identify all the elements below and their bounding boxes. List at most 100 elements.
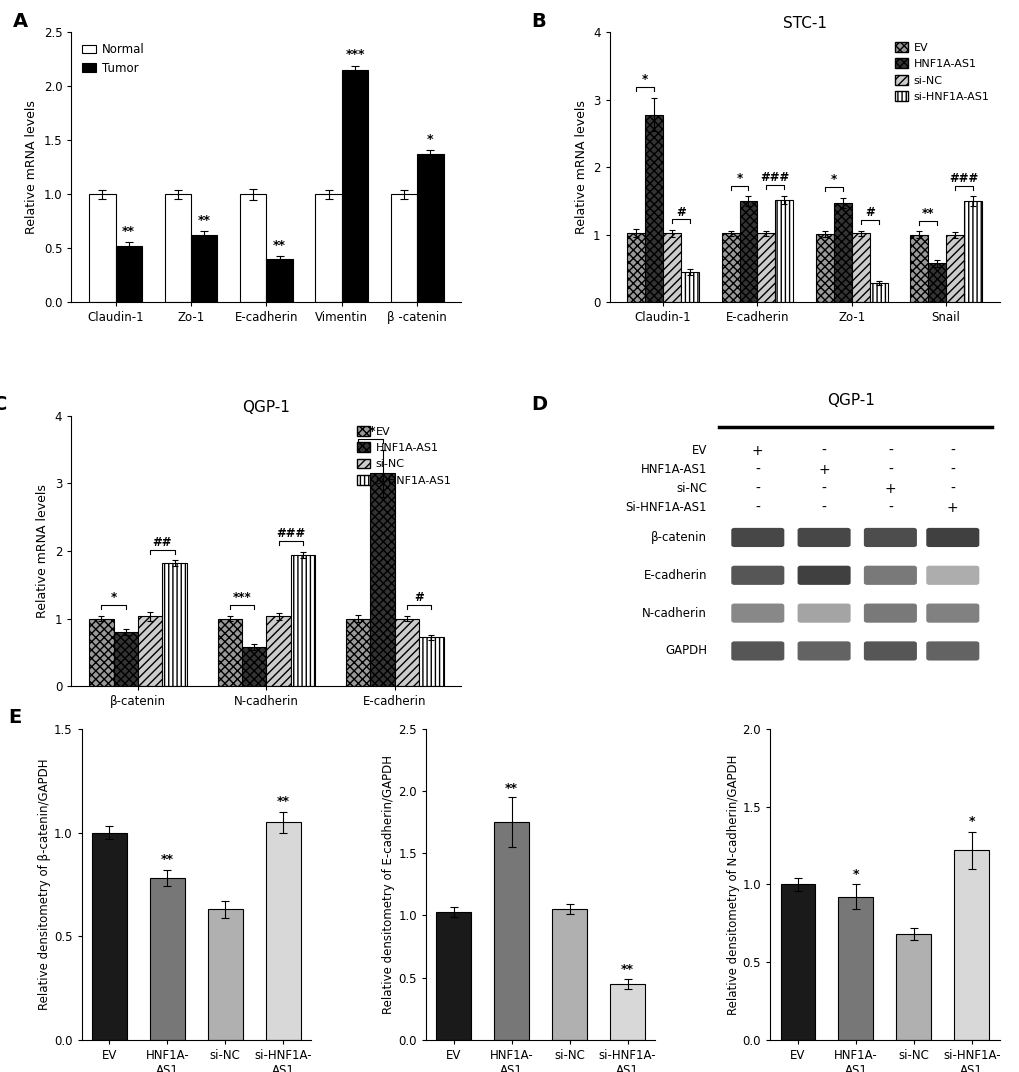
Bar <box>239 194 266 302</box>
FancyBboxPatch shape <box>731 604 784 623</box>
Bar <box>162 563 186 686</box>
Bar <box>89 619 113 686</box>
Text: -: - <box>821 501 825 515</box>
Text: **: ** <box>621 964 634 977</box>
Y-axis label: Relative densitometry of β-catenin/GAPDH: Relative densitometry of β-catenin/GAPDH <box>38 759 51 1010</box>
Bar <box>242 646 266 686</box>
Bar <box>774 199 793 302</box>
Bar <box>208 909 243 1040</box>
Bar <box>551 909 586 1040</box>
Text: *: * <box>852 868 858 881</box>
FancyBboxPatch shape <box>863 527 916 547</box>
Text: -: - <box>888 444 892 458</box>
Text: *: * <box>736 172 742 184</box>
Bar <box>92 833 126 1040</box>
Bar <box>851 234 869 302</box>
Text: -: - <box>888 501 892 515</box>
Bar <box>341 70 368 302</box>
Text: +: + <box>751 444 763 458</box>
Text: ###: ### <box>760 172 790 184</box>
Legend: EV, HNF1A-AS1, si-NC, si-HNF1A-AS1: EV, HNF1A-AS1, si-NC, si-HNF1A-AS1 <box>890 38 994 106</box>
Text: **: ** <box>364 426 376 438</box>
Y-axis label: Relative densitometry of E-cadherin/GAPDH: Relative densitometry of E-cadherin/GAPD… <box>382 755 395 1014</box>
FancyBboxPatch shape <box>797 604 850 623</box>
FancyBboxPatch shape <box>925 641 978 660</box>
Text: GAPDH: GAPDH <box>664 644 706 657</box>
FancyBboxPatch shape <box>863 641 916 660</box>
Text: -: - <box>755 501 759 515</box>
Text: **: ** <box>273 239 285 252</box>
Bar <box>780 884 814 1040</box>
Text: #: # <box>414 592 424 605</box>
Text: QGP-1: QGP-1 <box>826 392 874 407</box>
Bar <box>394 619 419 686</box>
Text: *: * <box>968 816 974 829</box>
Text: #: # <box>864 206 873 220</box>
Text: -: - <box>755 481 759 496</box>
Bar <box>217 619 242 686</box>
Bar <box>290 555 315 686</box>
FancyBboxPatch shape <box>731 566 784 585</box>
Text: *: * <box>829 174 837 187</box>
Text: -: - <box>755 463 759 477</box>
Text: -: - <box>950 481 955 496</box>
FancyBboxPatch shape <box>925 604 978 623</box>
Text: **: ** <box>122 224 136 238</box>
Text: A: A <box>13 12 28 31</box>
Bar <box>609 984 644 1040</box>
Text: +: + <box>817 463 829 477</box>
Text: C: C <box>0 396 8 415</box>
Bar <box>757 234 774 302</box>
Bar <box>494 822 529 1040</box>
Text: -: - <box>821 444 825 458</box>
Bar <box>345 619 370 686</box>
Text: #: # <box>676 206 685 219</box>
Bar <box>115 247 142 302</box>
Bar <box>833 203 851 302</box>
Text: HNF1A-AS1: HNF1A-AS1 <box>640 463 706 476</box>
Bar <box>662 234 681 302</box>
Bar <box>266 616 290 686</box>
Text: si-NC: si-NC <box>676 482 706 495</box>
Bar <box>927 264 945 302</box>
FancyBboxPatch shape <box>925 527 978 547</box>
Bar <box>315 194 341 302</box>
Bar <box>436 912 471 1040</box>
Legend: EV, HNF1A-AS1, si-NC, si-HNF1A-AS1: EV, HNF1A-AS1, si-NC, si-HNF1A-AS1 <box>352 421 455 490</box>
FancyBboxPatch shape <box>731 527 784 547</box>
FancyBboxPatch shape <box>925 566 978 585</box>
Text: ***: *** <box>345 48 365 61</box>
Bar <box>909 235 927 302</box>
Bar <box>945 235 963 302</box>
Text: D: D <box>531 396 547 415</box>
FancyBboxPatch shape <box>797 566 850 585</box>
Text: -: - <box>888 463 892 477</box>
Legend: Normal, Tumor: Normal, Tumor <box>77 39 150 79</box>
Bar <box>815 234 833 302</box>
Bar <box>89 194 115 302</box>
Bar <box>954 850 988 1040</box>
Bar <box>370 473 394 686</box>
Text: Si-HNF1A-AS1: Si-HNF1A-AS1 <box>625 502 706 515</box>
Bar <box>645 115 662 302</box>
Title: QGP-1: QGP-1 <box>243 400 290 415</box>
Bar <box>113 632 138 686</box>
Bar <box>266 822 301 1040</box>
Text: -: - <box>821 481 825 496</box>
FancyBboxPatch shape <box>797 641 850 660</box>
Y-axis label: Relative mRNA levels: Relative mRNA levels <box>25 101 38 234</box>
Text: EV: EV <box>691 445 706 458</box>
Text: -: - <box>950 463 955 477</box>
Text: N-cadherin: N-cadherin <box>642 607 706 620</box>
Title: STC-1: STC-1 <box>782 16 825 31</box>
Bar <box>164 194 191 302</box>
Text: *: * <box>110 592 116 605</box>
Bar <box>266 259 292 302</box>
Y-axis label: Relative densitometry of N-cadherin/GAPDH: Relative densitometry of N-cadherin/GAPD… <box>726 755 739 1014</box>
Text: **: ** <box>276 794 289 807</box>
Bar <box>417 154 443 302</box>
FancyBboxPatch shape <box>863 566 916 585</box>
Bar <box>191 236 217 302</box>
Text: **: ** <box>161 852 173 866</box>
Bar <box>390 194 417 302</box>
